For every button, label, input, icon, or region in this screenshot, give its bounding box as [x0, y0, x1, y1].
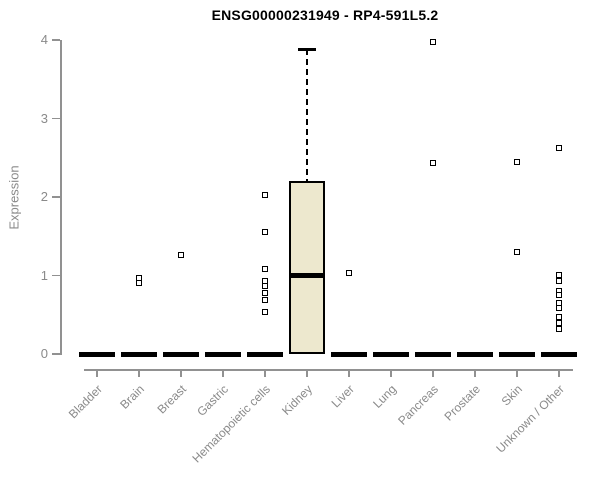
flat-box-dash — [79, 351, 115, 357]
outlier-point — [556, 277, 562, 284]
y-tick-1 — [52, 274, 60, 277]
x-tick — [516, 369, 518, 377]
outlier-point — [514, 248, 520, 255]
flat-box-dash — [121, 351, 157, 357]
flat-box-dash — [163, 351, 199, 357]
x-tick — [96, 369, 98, 377]
outlier-point — [262, 282, 268, 289]
x-tick — [558, 369, 560, 377]
upper-whisker — [306, 49, 308, 182]
outlier-point — [556, 314, 562, 321]
y-tick-2 — [52, 196, 60, 198]
outlier-point — [262, 229, 268, 236]
box-kidney — [289, 181, 325, 354]
outlier-point — [514, 158, 520, 165]
x-tick — [264, 369, 266, 377]
outlier-point — [262, 289, 268, 296]
outlier-point — [556, 325, 562, 332]
flat-box-dash — [457, 351, 493, 357]
outlier-point — [556, 304, 562, 311]
flat-box-dash — [205, 351, 241, 357]
y-tick-label-3: 3 — [40, 110, 48, 126]
x-tick — [306, 369, 308, 377]
whisker-cap — [298, 47, 316, 51]
x-tick — [222, 369, 224, 377]
x-tick — [390, 369, 392, 377]
outlier-point — [556, 145, 562, 152]
y-tick-3 — [52, 117, 60, 120]
outlier-point — [430, 160, 436, 167]
y-tick-label-4: 4 — [40, 32, 48, 47]
y-tick-label-1: 1 — [40, 267, 48, 283]
x-tick — [348, 369, 350, 377]
outlier-point — [262, 296, 268, 303]
y-tick-0 — [52, 353, 60, 355]
x-tick — [474, 369, 476, 377]
outlier-point — [262, 266, 268, 273]
outlier-point — [430, 39, 436, 46]
outlier-point — [556, 292, 562, 299]
x-axis-line — [84, 369, 573, 371]
x-tick — [138, 369, 140, 377]
y-tick-4 — [52, 39, 60, 41]
y-tick-label-0: 0 — [40, 346, 48, 361]
x-tick — [180, 369, 182, 377]
outlier-point — [262, 191, 268, 198]
flat-box-dash — [499, 351, 535, 357]
outlier-point — [346, 270, 352, 277]
outlier-point — [178, 252, 184, 259]
x-tick — [432, 369, 434, 377]
chart-title: ENSG00000231949 - RP4-591L5.2 — [211, 7, 439, 23]
flat-box-dash — [415, 351, 451, 357]
outlier-point — [556, 271, 562, 278]
y-axis-line — [60, 40, 62, 355]
median-line — [289, 273, 325, 278]
flat-box-dash — [247, 351, 283, 357]
outlier-point — [262, 308, 268, 315]
flat-box-dash — [373, 351, 409, 357]
outlier-point — [136, 280, 142, 287]
flat-box-dash — [541, 351, 577, 357]
y-tick-label-2: 2 — [40, 189, 48, 204]
flat-box-dash — [331, 351, 367, 357]
